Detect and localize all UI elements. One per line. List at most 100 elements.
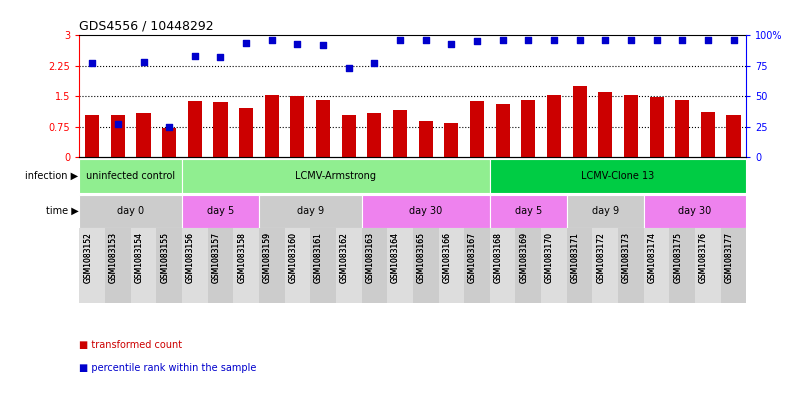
Text: time ▶: time ▶ xyxy=(46,206,79,216)
Bar xyxy=(79,195,182,228)
Text: GSM1083154: GSM1083154 xyxy=(134,231,144,283)
Text: GSM1083169: GSM1083169 xyxy=(519,231,528,283)
Bar xyxy=(413,228,438,303)
Bar xyxy=(464,228,490,303)
Bar xyxy=(701,112,715,157)
Bar xyxy=(515,228,542,303)
Text: GSM1083166: GSM1083166 xyxy=(442,231,451,283)
Text: GSM1083167: GSM1083167 xyxy=(468,231,477,283)
Text: day 9: day 9 xyxy=(297,206,324,216)
Text: GSM1083160: GSM1083160 xyxy=(288,231,298,283)
Text: GSM1083177: GSM1083177 xyxy=(725,231,734,283)
Text: GSM1083171: GSM1083171 xyxy=(571,231,580,283)
Text: GSM1083168: GSM1083168 xyxy=(494,231,503,283)
Text: uninfected control: uninfected control xyxy=(86,171,175,181)
Bar xyxy=(214,102,228,157)
Bar xyxy=(572,86,587,157)
Text: GSM1083165: GSM1083165 xyxy=(417,231,426,283)
Bar xyxy=(598,92,612,157)
Bar xyxy=(239,108,253,157)
Point xyxy=(625,37,638,43)
Bar xyxy=(259,228,284,303)
Bar xyxy=(182,228,208,303)
Text: GSM1083163: GSM1083163 xyxy=(365,231,375,283)
Bar xyxy=(624,95,638,157)
Text: day 5: day 5 xyxy=(515,206,542,216)
Point xyxy=(471,38,484,44)
Bar xyxy=(156,228,182,303)
Bar xyxy=(336,228,361,303)
Text: GSM1083164: GSM1083164 xyxy=(391,231,400,283)
Bar xyxy=(490,195,567,228)
Point xyxy=(137,59,150,65)
Text: GSM1083164: GSM1083164 xyxy=(391,231,400,283)
Point xyxy=(676,37,688,43)
Text: GSM1083158: GSM1083158 xyxy=(237,231,246,283)
Text: GSM1083152: GSM1083152 xyxy=(83,231,92,283)
Bar xyxy=(368,113,381,157)
Text: LCMV-Clone 13: LCMV-Clone 13 xyxy=(581,171,655,181)
Text: GSM1083175: GSM1083175 xyxy=(673,231,682,283)
Point xyxy=(240,40,252,46)
Point xyxy=(599,37,611,43)
Point xyxy=(650,37,663,43)
Bar xyxy=(284,228,310,303)
Text: GSM1083174: GSM1083174 xyxy=(648,231,657,283)
Text: GSM1083159: GSM1083159 xyxy=(263,231,272,283)
Text: GSM1083167: GSM1083167 xyxy=(468,231,477,283)
Point xyxy=(163,123,175,130)
Text: GSM1083168: GSM1083168 xyxy=(494,231,503,283)
Text: day 30: day 30 xyxy=(678,206,711,216)
Bar xyxy=(310,228,336,303)
Text: ■ transformed count: ■ transformed count xyxy=(79,340,183,350)
Text: GSM1083157: GSM1083157 xyxy=(211,231,221,283)
Bar xyxy=(187,101,202,157)
Text: GSM1083176: GSM1083176 xyxy=(699,231,708,283)
Text: GSM1083173: GSM1083173 xyxy=(622,231,631,283)
Text: GSM1083162: GSM1083162 xyxy=(340,231,349,283)
Bar xyxy=(542,228,567,303)
Bar xyxy=(233,228,259,303)
Bar xyxy=(592,228,618,303)
Point xyxy=(419,37,432,43)
Bar xyxy=(470,101,484,157)
Text: GSM1083177: GSM1083177 xyxy=(725,231,734,283)
Bar xyxy=(208,228,233,303)
Text: GDS4556 / 10448292: GDS4556 / 10448292 xyxy=(79,20,214,33)
Bar xyxy=(387,228,413,303)
Point xyxy=(342,65,355,72)
Bar xyxy=(182,159,490,193)
Text: GSM1083156: GSM1083156 xyxy=(186,231,195,283)
Bar xyxy=(259,195,361,228)
Bar xyxy=(445,123,458,157)
Bar xyxy=(341,115,356,157)
Bar xyxy=(291,96,305,157)
Point xyxy=(188,53,201,59)
Point xyxy=(573,37,586,43)
Text: GSM1083174: GSM1083174 xyxy=(648,231,657,283)
Bar xyxy=(137,112,151,157)
Text: day 9: day 9 xyxy=(592,206,619,216)
Bar xyxy=(490,228,515,303)
Bar xyxy=(131,228,156,303)
Text: ■ percentile rank within the sample: ■ percentile rank within the sample xyxy=(79,363,256,373)
Text: GSM1083165: GSM1083165 xyxy=(417,231,426,283)
Bar xyxy=(111,115,125,157)
Bar xyxy=(316,99,330,157)
Text: GSM1083172: GSM1083172 xyxy=(596,231,605,283)
Bar xyxy=(644,228,669,303)
Point xyxy=(445,41,457,47)
Text: infection ▶: infection ▶ xyxy=(25,171,79,181)
Text: GSM1083157: GSM1083157 xyxy=(211,231,221,283)
Text: GSM1083175: GSM1083175 xyxy=(673,231,682,283)
Text: GSM1083166: GSM1083166 xyxy=(442,231,451,283)
Bar xyxy=(361,195,490,228)
Bar xyxy=(264,95,279,157)
Bar xyxy=(418,121,433,157)
Bar xyxy=(162,128,176,157)
Text: GSM1083171: GSM1083171 xyxy=(571,231,580,283)
Text: GSM1083161: GSM1083161 xyxy=(314,231,323,283)
Text: GSM1083158: GSM1083158 xyxy=(237,231,246,283)
Text: GSM1083173: GSM1083173 xyxy=(622,231,631,283)
Bar xyxy=(79,159,182,193)
